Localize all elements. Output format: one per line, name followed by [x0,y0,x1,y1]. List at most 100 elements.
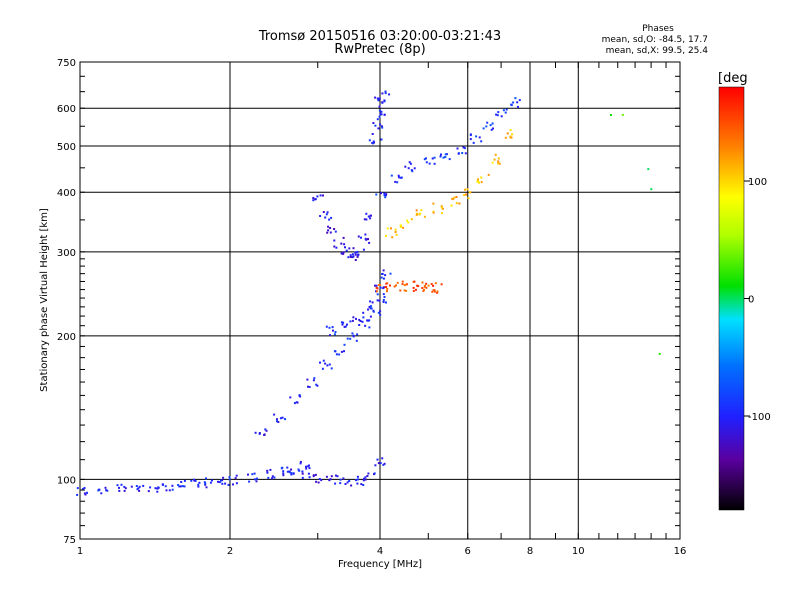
data-point [517,105,519,108]
data-point [352,247,355,250]
data-point [509,129,512,132]
data-point [164,485,167,488]
data-point [412,290,415,292]
data-point [401,283,404,286]
data-point [316,195,319,198]
data-point [368,241,371,244]
data-point [465,193,468,196]
data-point [380,276,383,279]
data-point [359,320,362,322]
data-point [497,157,500,160]
chart-title: Tromsø 20150516 03:20:00-03:21:43 [258,29,501,44]
data-point [382,299,385,301]
data-point [329,478,332,481]
data-point [385,234,387,237]
data-point [432,211,435,214]
data-point [413,280,416,283]
data-point [378,109,381,112]
data-point [427,284,430,287]
data-point [378,105,381,108]
data-point [369,300,372,303]
data-point [425,157,427,160]
data-point [281,416,284,419]
data-point [327,229,330,232]
data-point [373,472,376,475]
data-point [385,301,387,304]
colorbar-tick-label: 100 [748,177,767,188]
x-tick-label: 1 [77,546,83,557]
data-point [265,429,268,432]
data-point [344,325,347,328]
data-point [137,487,140,490]
data-point [377,127,380,130]
data-point [464,188,466,191]
data-point [333,333,336,336]
data-point [124,487,127,490]
data-point [376,118,379,121]
data-point [98,488,101,491]
data-point [394,231,397,233]
data-point [351,319,354,322]
data-point [445,153,448,156]
data-point [357,235,360,238]
data-point [331,326,334,329]
x-axis-label: Frequency [MHz] [338,559,422,570]
data-point [235,474,238,477]
data-point [228,478,231,481]
data-point [298,394,301,397]
data-point [403,284,406,287]
data-point [518,99,521,102]
data-point [440,205,443,208]
data-point [504,136,507,139]
data-point [497,160,500,163]
data-point [376,458,379,461]
data-point [369,315,372,318]
data-point [432,284,435,287]
data-point [510,104,513,107]
data-point [366,319,369,322]
colorbar-tick-label: 0 [748,295,754,306]
data-point [297,468,300,471]
data-point [404,165,407,168]
data-point [403,289,406,292]
data-point [356,482,359,485]
data-point [376,293,379,296]
data-point [118,489,121,492]
data-point [379,462,382,465]
data-point [336,475,339,478]
data-point [273,413,276,416]
data-point [431,290,434,293]
data-point [349,254,352,257]
data-point [205,486,208,489]
data-point [267,476,270,479]
data-point [440,212,443,215]
data-point [407,167,410,170]
data-point [367,308,369,311]
data-point [368,139,371,142]
data-point [138,489,141,492]
data-point [224,482,227,485]
data-point [194,479,197,482]
data-point [130,485,133,488]
data-point [448,158,451,161]
data-point [434,282,437,285]
data-point [396,181,399,184]
data-point [100,492,103,495]
stats-line-o: mean, sd,O: -84.5, 17.7 [602,35,708,45]
data-point [365,218,368,221]
data-point [383,113,386,116]
data-point [116,484,119,487]
data-point [374,284,376,287]
data-point [308,476,311,479]
data-point [444,153,447,156]
data-point [106,489,109,492]
data-point [455,202,458,205]
data-point [105,489,108,492]
data-point [179,485,182,488]
data-point [379,310,382,313]
data-point [325,475,328,478]
data-point [433,156,436,159]
data-point [393,285,396,288]
colorbar-ticks: 100 0 -100 [744,177,771,423]
